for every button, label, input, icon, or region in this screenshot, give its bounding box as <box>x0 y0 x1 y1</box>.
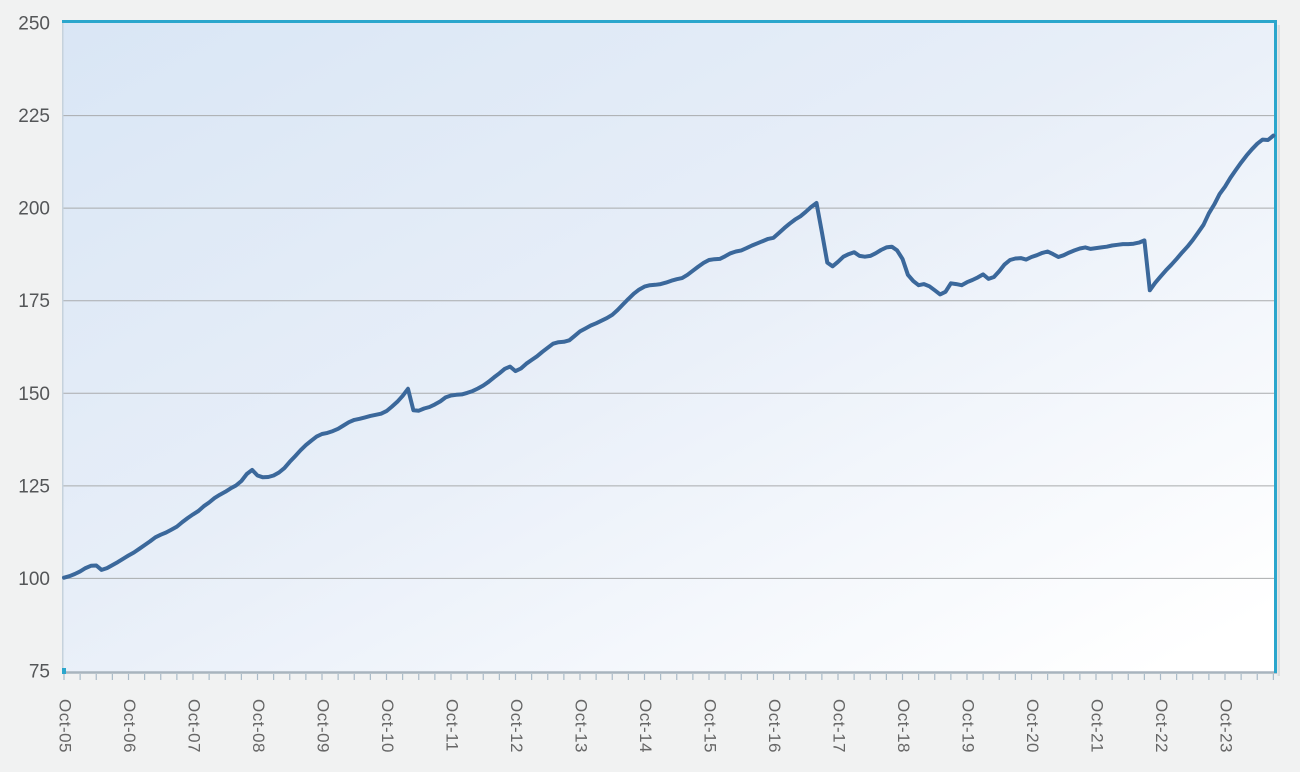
x-tick-label: Oct-10 <box>378 699 397 753</box>
x-tick-label: Oct-21 <box>1088 699 1107 753</box>
y-tick-label: 100 <box>18 569 50 590</box>
x-tick-label: Oct-13 <box>572 699 591 753</box>
x-tick-label: Oct-11 <box>443 699 462 752</box>
data-line <box>62 133 1276 580</box>
x-tick-label: Oct-23 <box>1217 699 1236 753</box>
y-tick-label: 150 <box>18 384 50 405</box>
x-tick-label: Oct-12 <box>507 699 526 753</box>
y-tick-label: 75 <box>29 662 50 683</box>
x-tick-label: Oct-18 <box>894 699 913 753</box>
x-tick-label: Oct-15 <box>701 699 720 753</box>
plot-background <box>62 20 1277 672</box>
y-tick-label: 125 <box>18 476 50 497</box>
x-tick-label: Oct-17 <box>830 699 849 753</box>
axis-corner-notch <box>62 668 66 674</box>
plot-shadow-right <box>1277 25 1280 676</box>
x-tick-label: Oct-14 <box>636 699 655 753</box>
y-tick-label: 200 <box>18 199 50 220</box>
x-tick-label: Oct-09 <box>314 699 333 753</box>
y-tick-label: 225 <box>18 106 50 127</box>
y-tick-label: 175 <box>18 291 50 312</box>
x-tick-label: Oct-05 <box>56 699 75 753</box>
x-tick-label: Oct-19 <box>959 699 978 753</box>
x-tick-label: Oct-16 <box>765 699 784 753</box>
y-tick-label: 250 <box>18 14 50 35</box>
x-tick-label: Oct-06 <box>120 699 139 753</box>
x-tick-label: Oct-22 <box>1152 699 1171 753</box>
x-tick-label: Oct-20 <box>1023 699 1042 753</box>
x-tick-label: Oct-07 <box>185 699 204 753</box>
x-tick-label: Oct-08 <box>249 699 268 753</box>
